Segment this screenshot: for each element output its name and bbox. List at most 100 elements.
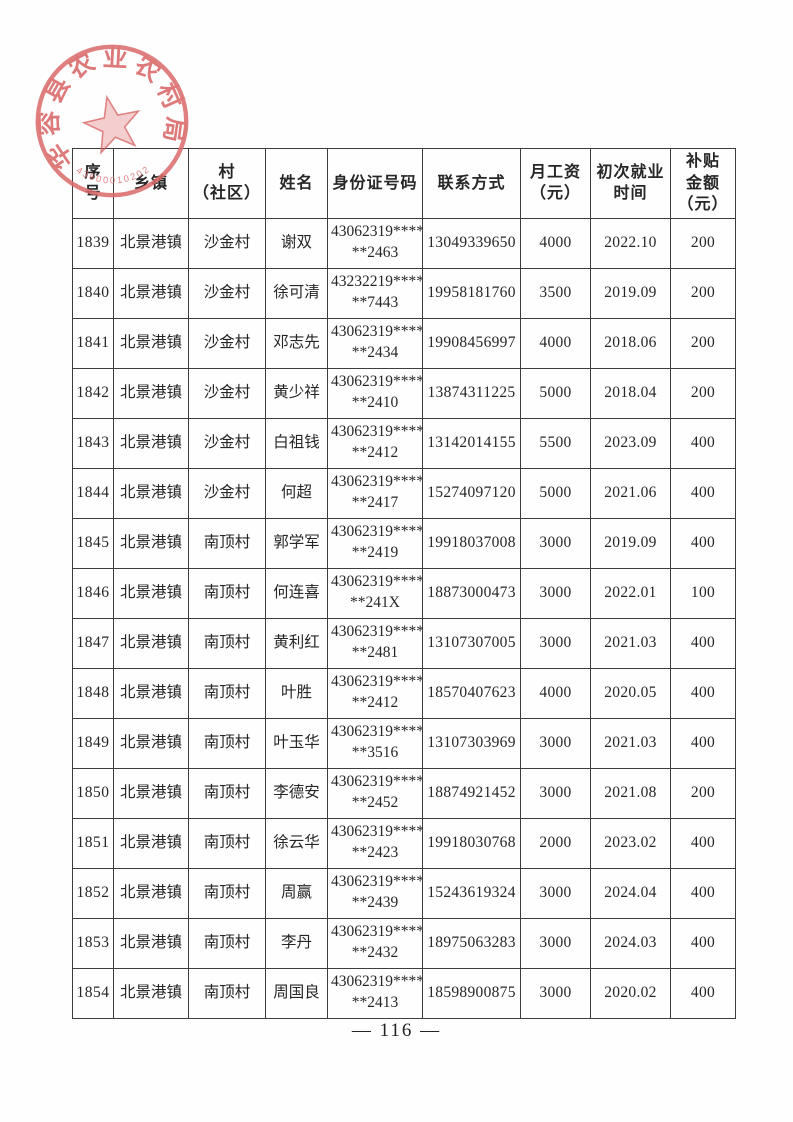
cell-village: 沙金村 [188, 267, 266, 319]
cell-salary: 3000 [520, 717, 591, 769]
table-row: 1841 北景港镇 沙金村 邓志先 43062319**** **2434 19… [72, 317, 736, 369]
cell-seq: 1849 [72, 717, 114, 769]
cell-township: 北景港镇 [113, 567, 189, 619]
cell-subsidy: 400 [670, 717, 736, 769]
cell-seq: 1841 [72, 317, 114, 369]
cell-id-number: 43062319**** **2463 [327, 217, 423, 269]
cell-name: 徐可清 [265, 267, 328, 319]
cell-seq: 1853 [72, 917, 114, 969]
cell-name: 黄利红 [265, 617, 328, 669]
cell-village: 南顶村 [188, 667, 266, 719]
cell-township: 北景港镇 [113, 667, 189, 719]
header-phone: 联系方式 [422, 148, 521, 219]
cell-id-number: 43062319**** **2452 [327, 767, 423, 819]
cell-name: 叶胜 [265, 667, 328, 719]
cell-id-number: 43062319**** **2412 [327, 667, 423, 719]
cell-id-number: 43062319**** **241X [327, 567, 423, 619]
cell-employment-date: 2019.09 [590, 267, 671, 319]
cell-phone: 13142014155 [422, 417, 521, 469]
cell-township: 北景港镇 [113, 967, 189, 1019]
cell-employment-date: 2018.04 [590, 367, 671, 419]
cell-village: 沙金村 [188, 367, 266, 419]
cell-name: 周赢 [265, 867, 328, 919]
cell-village: 南顶村 [188, 867, 266, 919]
cell-phone: 18873000473 [422, 567, 521, 619]
cell-subsidy: 200 [670, 217, 736, 269]
star-icon [81, 94, 141, 155]
cell-name: 郭学军 [265, 517, 328, 569]
cell-employment-date: 2021.03 [590, 717, 671, 769]
cell-salary: 5000 [520, 467, 591, 519]
table-body: 1839 北景港镇 沙金村 谢双 43062319**** **2463 130… [72, 217, 736, 1019]
cell-name: 周国良 [265, 967, 328, 1019]
cell-seq: 1850 [72, 767, 114, 819]
cell-village: 南顶村 [188, 517, 266, 569]
table-row: 1843 北景港镇 沙金村 白祖钱 43062319**** **2412 13… [72, 417, 736, 469]
header-village: 村 （社区） [188, 148, 266, 219]
cell-subsidy: 400 [670, 417, 736, 469]
cell-name: 李德安 [265, 767, 328, 819]
cell-salary: 3000 [520, 917, 591, 969]
cell-id-number: 43062319**** **3516 [327, 717, 423, 769]
cell-id-number: 43062319**** **2423 [327, 817, 423, 869]
cell-name: 何连喜 [265, 567, 328, 619]
cell-phone: 18874921452 [422, 767, 521, 819]
cell-id-number: 43062319**** **2412 [327, 417, 423, 469]
cell-village: 沙金村 [188, 417, 266, 469]
cell-subsidy: 400 [670, 867, 736, 919]
cell-phone: 19958181760 [422, 267, 521, 319]
cell-id-number: 43062319**** **2481 [327, 617, 423, 669]
cell-phone: 19918037008 [422, 517, 521, 569]
cell-salary: 4000 [520, 217, 591, 269]
cell-phone: 15243619324 [422, 867, 521, 919]
cell-village: 南顶村 [188, 817, 266, 869]
cell-subsidy: 200 [670, 267, 736, 319]
cell-village: 南顶村 [188, 767, 266, 819]
cell-salary: 3000 [520, 567, 591, 619]
cell-id-number: 43062319**** **2417 [327, 467, 423, 519]
cell-subsidy: 400 [670, 967, 736, 1019]
cell-name: 叶玉华 [265, 717, 328, 769]
header-salary: 月工资 （元） [520, 148, 591, 219]
cell-village: 南顶村 [188, 717, 266, 769]
cell-id-number: 43232219**** **7443 [327, 267, 423, 319]
table-header: 序 号 乡镇 村 （社区） 姓名 身份证号码 联系方式 月工资 （元） 初次就业… [72, 148, 736, 219]
cell-subsidy: 100 [670, 567, 736, 619]
cell-id-number: 43062319**** **2419 [327, 517, 423, 569]
cell-employment-date: 2018.06 [590, 317, 671, 369]
table-row: 1847 北景港镇 南顶村 黄利红 43062319**** **2481 13… [72, 617, 736, 669]
header-name: 姓名 [265, 148, 328, 219]
cell-phone: 13049339650 [422, 217, 521, 269]
cell-phone: 18598900875 [422, 967, 521, 1019]
cell-township: 北景港镇 [113, 867, 189, 919]
cell-village: 南顶村 [188, 567, 266, 619]
cell-township: 北景港镇 [113, 267, 189, 319]
cell-salary: 5000 [520, 367, 591, 419]
cell-id-number: 43062319**** **2413 [327, 967, 423, 1019]
cell-salary: 3000 [520, 617, 591, 669]
table-row: 1840 北景港镇 沙金村 徐可清 43232219**** **7443 19… [72, 267, 736, 319]
header-township: 乡镇 [113, 148, 189, 219]
cell-salary: 3500 [520, 267, 591, 319]
cell-salary: 4000 [520, 667, 591, 719]
cell-subsidy: 400 [670, 617, 736, 669]
cell-salary: 4000 [520, 317, 591, 369]
cell-salary: 5500 [520, 417, 591, 469]
cell-employment-date: 2019.09 [590, 517, 671, 569]
cell-employment-date: 2023.09 [590, 417, 671, 469]
cell-seq: 1851 [72, 817, 114, 869]
cell-seq: 1843 [72, 417, 114, 469]
cell-village: 南顶村 [188, 967, 266, 1019]
cell-employment-date: 2021.06 [590, 467, 671, 519]
cell-name: 黄少祥 [265, 367, 328, 419]
table-row: 1846 北景港镇 南顶村 何连喜 43062319**** **241X 18… [72, 567, 736, 619]
cell-salary: 3000 [520, 867, 591, 919]
cell-subsidy: 200 [670, 367, 736, 419]
cell-name: 徐云华 [265, 817, 328, 869]
cell-village: 沙金村 [188, 317, 266, 369]
cell-id-number: 43062319**** **2410 [327, 367, 423, 419]
header-seq: 序 号 [72, 148, 114, 219]
cell-id-number: 43062319**** **2439 [327, 867, 423, 919]
header-row: 序 号 乡镇 村 （社区） 姓名 身份证号码 联系方式 月工资 （元） 初次就业… [72, 148, 736, 219]
